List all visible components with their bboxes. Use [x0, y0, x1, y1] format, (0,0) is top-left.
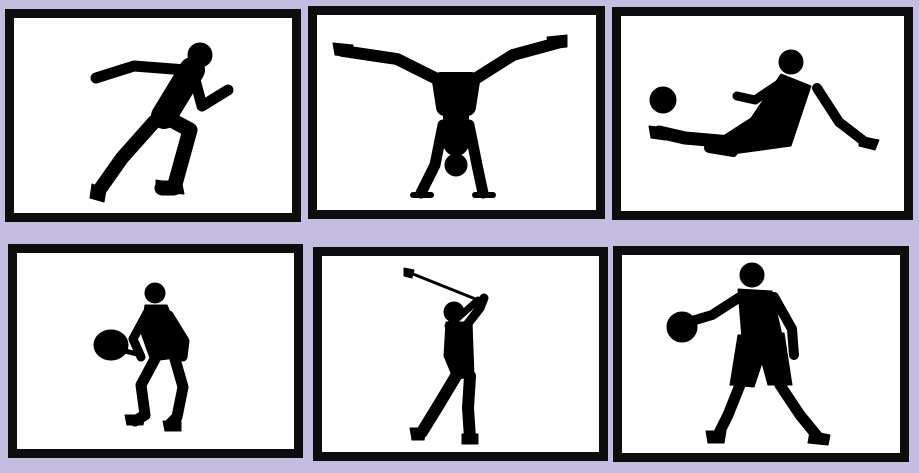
tile-basketball-dribble [613, 246, 909, 462]
golfer-silhouette-icon [403, 267, 489, 445]
basketball-dribble-silhouette-icon [666, 262, 831, 446]
tile-sprinter [5, 9, 301, 222]
volleyball-dive-silhouette-icon [648, 49, 880, 157]
tile-golfer [313, 247, 608, 461]
handstand-silhouette-icon [332, 34, 568, 199]
tile-volleyball-dive [612, 7, 913, 220]
tile-handstand [308, 6, 605, 219]
sprinter-silhouette-icon [89, 42, 234, 203]
padel-player-silhouette-icon [93, 282, 190, 432]
tile-padel-player [8, 244, 303, 458]
